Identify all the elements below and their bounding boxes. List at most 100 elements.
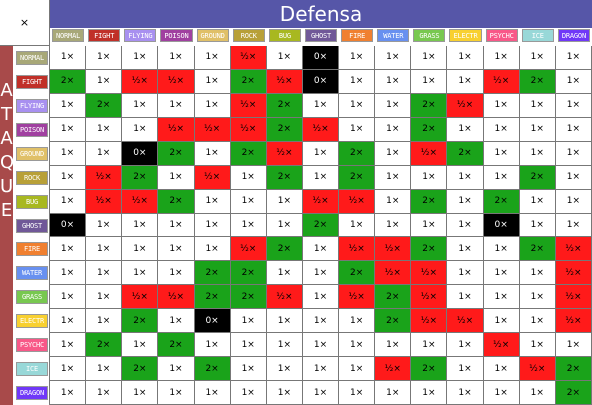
effectiveness-cell: 1× <box>375 165 412 190</box>
effectiveness-cell: 1× <box>339 357 376 382</box>
effectiveness-cell: 1× <box>447 46 484 70</box>
effectiveness-cell: ½× <box>194 165 231 190</box>
row-type-label: WATER <box>16 266 48 281</box>
effectiveness-cell: 1× <box>50 189 87 214</box>
effectiveness-cell: 1× <box>50 165 87 190</box>
effectiveness-cell: 2× <box>86 93 123 118</box>
effectiveness-cell: 1× <box>519 46 556 70</box>
row-type-label: FLYING <box>16 98 48 113</box>
effectiveness-cell: 1× <box>50 141 87 166</box>
row-type-label: FIRE <box>16 242 48 257</box>
effectiveness-cell: 1× <box>194 141 231 166</box>
column-type-label: ICE <box>521 29 554 42</box>
effectiveness-cell: 1× <box>483 117 520 142</box>
effectiveness-cell: 1× <box>122 46 159 70</box>
effectiveness-cell: 1× <box>86 357 123 382</box>
effectiveness-cell: 1× <box>230 381 267 405</box>
effectiveness-cell: 1× <box>122 381 159 405</box>
effectiveness-cell: 2× <box>411 93 448 118</box>
effectiveness-cell: 2× <box>194 285 231 310</box>
effectiveness-cell: 1× <box>555 333 592 358</box>
effectiveness-cell: 1× <box>411 46 448 70</box>
effectiveness-cell: 1× <box>122 237 159 262</box>
effectiveness-cell: ½× <box>230 93 267 118</box>
effectiveness-cell: 1× <box>302 357 340 382</box>
effectiveness-cell: 1× <box>302 261 340 286</box>
effectiveness-cell: 1× <box>555 189 592 214</box>
row-type-label: GHOST <box>16 218 48 233</box>
effectiveness-cell: 2× <box>375 285 412 310</box>
effectiveness-cell: 2× <box>158 333 195 358</box>
effectiveness-cell: 1× <box>266 189 303 214</box>
row-type-label: ELECTR <box>16 314 48 329</box>
effectiveness-cell: 1× <box>86 237 123 262</box>
effectiveness-cell: 1× <box>50 117 87 142</box>
effectiveness-cell: 1× <box>86 381 123 405</box>
effectiveness-cell: 1× <box>194 189 231 214</box>
effectiveness-cell: ½× <box>158 69 195 94</box>
effectiveness-cell: 1× <box>158 237 195 262</box>
attack-title-letter: T <box>1 104 12 125</box>
column-type-label: FIRE <box>341 29 374 42</box>
effectiveness-cell: ½× <box>86 165 123 190</box>
effectiveness-cell: 1× <box>411 213 448 238</box>
effectiveness-cell: 1× <box>50 237 87 262</box>
row-type-label: PSYCHC <box>16 338 48 353</box>
effectiveness-cell: 1× <box>302 141 340 166</box>
effectiveness-cell: 1× <box>302 381 340 405</box>
column-type-label: DRAGON <box>557 29 590 42</box>
effectiveness-cell: 2× <box>483 189 520 214</box>
effectiveness-cell: 1× <box>266 381 303 405</box>
effectiveness-cell: 1× <box>302 237 340 262</box>
effectiveness-cell: 0× <box>50 213 87 238</box>
effectiveness-cell: 1× <box>339 117 376 142</box>
row-type-label: ICE <box>16 362 48 377</box>
effectiveness-cell: 1× <box>447 357 484 382</box>
effectiveness-cell: ½× <box>447 309 484 334</box>
effectiveness-cell: 1× <box>519 285 556 310</box>
effectiveness-cell: 2× <box>230 261 267 286</box>
effectiveness-cell: 1× <box>483 46 520 70</box>
effectiveness-cell: 2× <box>555 357 592 382</box>
effectiveness-cell: 1× <box>483 141 520 166</box>
effectiveness-cell: 1× <box>194 381 231 405</box>
effectiveness-cell: 2× <box>266 93 303 118</box>
effectiveness-cell: 1× <box>519 261 556 286</box>
effectiveness-cell: 1× <box>230 165 267 190</box>
effectiveness-cell: 1× <box>230 213 267 238</box>
effectiveness-cell: ½× <box>122 189 159 214</box>
effectiveness-cell: 1× <box>447 69 484 94</box>
effectiveness-cell: 1× <box>519 93 556 118</box>
effectiveness-cell: ½× <box>519 357 556 382</box>
effectiveness-cell: 1× <box>158 357 195 382</box>
effectiveness-cell: 1× <box>411 69 448 94</box>
effectiveness-cell: 1× <box>86 285 123 310</box>
effectiveness-cell: 2× <box>122 309 159 334</box>
row-type-label: POISON <box>16 122 48 137</box>
effectiveness-cell: 1× <box>483 93 520 118</box>
effectiveness-cell: 1× <box>86 213 123 238</box>
effectiveness-cell: 1× <box>519 333 556 358</box>
effectiveness-cell: 1× <box>158 93 195 118</box>
effectiveness-cell: ½× <box>302 189 340 214</box>
column-type-label: FIGHT <box>88 29 121 42</box>
effectiveness-cell: 2× <box>519 165 556 190</box>
effectiveness-cell: 1× <box>122 261 159 286</box>
effectiveness-cell: 1× <box>158 309 195 334</box>
column-type-label: POISON <box>160 29 193 42</box>
column-type-label: NORMAL <box>52 29 85 42</box>
effectiveness-cell: 2× <box>339 165 376 190</box>
row-type-label: ROCK <box>16 170 48 185</box>
effectiveness-cell: 1× <box>519 309 556 334</box>
effectiveness-cell: 1× <box>375 46 412 70</box>
effectiveness-cell: 0× <box>483 213 520 238</box>
effectiveness-cell: ½× <box>375 261 412 286</box>
effectiveness-cell: 1× <box>447 261 484 286</box>
column-type-label: GRASS <box>413 29 446 42</box>
effectiveness-cell: 2× <box>411 357 448 382</box>
effectiveness-cell: 1× <box>555 46 592 70</box>
effectiveness-cell: 2× <box>302 213 340 238</box>
effectiveness-cell: 1× <box>194 69 231 94</box>
